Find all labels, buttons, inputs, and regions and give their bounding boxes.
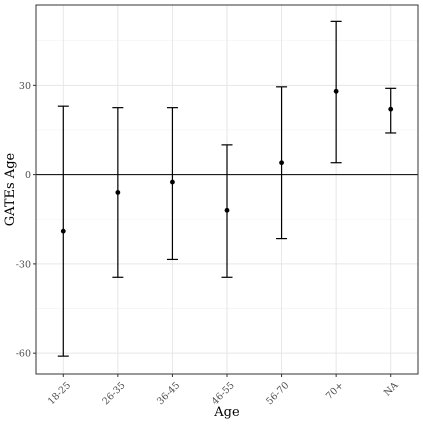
marks-layer <box>57 20 397 357</box>
x-tick-label: 46-55 <box>210 380 237 407</box>
y-tick-label: 30 <box>19 81 31 92</box>
x-axis-title: Age <box>213 405 240 420</box>
data-point <box>115 190 121 195</box>
x-axis: 18-25 26-35 36-45 46-55 56-70 70+ NA <box>46 374 401 407</box>
y-tick-label: -30 <box>16 259 31 270</box>
x-tick-label: NA <box>382 380 401 399</box>
data-point <box>224 207 230 213</box>
x-tick-label: 70+ <box>324 380 346 402</box>
data-point <box>333 88 339 94</box>
x-tick-label: 26-35 <box>101 380 128 407</box>
x-tick-label: 56-70 <box>264 380 291 407</box>
data-point <box>388 106 394 112</box>
y-axis-title: GATEs Age <box>3 152 18 226</box>
data-point <box>170 179 175 185</box>
y-tick-label: -60 <box>16 349 31 360</box>
x-tick-label: 18-25 <box>46 380 73 407</box>
x-tick-label: 36-45 <box>155 380 182 407</box>
data-point <box>60 228 66 234</box>
y-axis: -60 -30 0 30 <box>16 81 36 360</box>
y-tick-label: 0 <box>25 170 31 181</box>
data-point <box>279 160 284 166</box>
